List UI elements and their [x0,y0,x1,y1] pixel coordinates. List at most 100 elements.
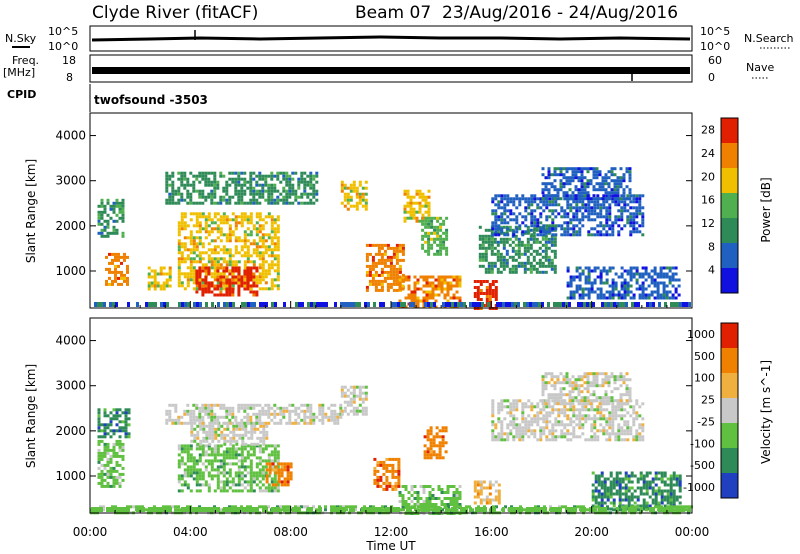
heatmap-cell-3 [243,218,247,222]
heatmap-cell-13 [632,194,636,198]
heatmap-cell-11 [590,423,594,427]
heatmap-cell-5 [270,189,274,193]
heatmap-cell-13 [551,221,555,225]
ground-scatter-cell [199,302,202,307]
heatmap-cell-4 [231,293,235,297]
heatmap-cell-1 [121,198,125,202]
heatmap-cell-11 [497,411,501,415]
heatmap-cell-2 [192,468,196,472]
heatmap-cell-11 [521,429,525,433]
heatmap-cell-8 [458,278,462,282]
heatmap-cell-10 [415,201,419,205]
heatmap-cell-1 [97,451,101,455]
heatmap-cell-2 [228,486,232,490]
heatmap-cell-13 [593,218,597,222]
heatmap-cell-13 [539,212,543,216]
heatmap-cell-5 [291,201,295,205]
heatmap-cell-5 [297,415,301,419]
heatmap-cell-3 [213,269,217,273]
heatmap-cell-12 [484,255,488,259]
heatmap-cell-2 [162,284,166,288]
heatmap-cell-2 [210,453,214,457]
heatmap-cell-13 [491,233,495,237]
heatmap-cell-13 [620,206,624,210]
heatmap-cell-11 [533,435,537,439]
ground-scatter-cell [424,302,427,307]
heatmap-cell-5 [273,174,277,178]
heatmap-cell-1 [103,484,107,488]
heatmap-cell-1 [112,201,116,205]
ground-scatter-cell [136,302,139,307]
heatmap-cell-3 [276,227,280,231]
heatmap-cell-2 [273,480,277,484]
heatmap-cell-13 [545,203,549,207]
heatmap-cell-12 [547,399,551,403]
heatmap-cell-0 [111,252,114,256]
heatmap-cell-11 [611,426,615,430]
heatmap-cell-11 [608,438,612,442]
heatmap-cell-14 [613,194,617,198]
heatmap-cell-11 [479,283,483,286]
heatmap-cell-4 [210,290,214,294]
heatmap-cell-3 [240,221,244,225]
heatmap-cell-13 [617,224,621,228]
heatmap-cell-9 [436,231,440,235]
heatmap-cell-11 [572,429,576,433]
heatmap-cell-4 [231,290,235,294]
heatmap-cell-11 [521,432,525,436]
heatmap-cell-5 [309,409,313,413]
heatmap-cell-10 [427,207,431,211]
heatmap-cell-13 [539,215,543,219]
heatmap-cell-14 [586,197,590,201]
heatmap-cell-3 [262,436,266,440]
heatmap-cell-5 [213,201,217,205]
colorbar-tick-label: 16 [701,194,715,207]
heatmap-cell-2 [261,483,265,487]
heatmap-cell-15 [641,293,645,297]
heatmap-cell-3 [192,212,196,216]
heatmap-cell-10 [403,189,407,193]
heatmap-cell-14 [613,191,617,195]
heatmap-cell-13 [491,212,495,216]
heatmap-cell-2 [249,462,253,466]
heatmap-cell-5 [180,195,184,199]
heatmap-cell-8 [410,485,414,488]
heatmap-cell-11 [515,399,519,403]
heatmap-cell-7 [397,475,401,479]
heatmap-cell-7 [385,463,389,467]
heatmap-cell-13 [527,206,531,210]
heatmap-cell-14 [550,182,554,186]
heatmap-cell-2 [201,450,205,454]
heatmap-cell-5 [285,180,289,184]
heatmap-cell-13 [599,209,603,213]
heatmap-cell-9 [427,237,431,241]
heatmap-cell-5 [204,177,208,181]
heatmap-cell-10 [473,489,477,493]
heatmap-cell-5 [231,409,235,413]
heatmap-cell-14 [556,191,560,195]
heatmap-cell-14 [613,188,617,192]
heatmap-cell-3 [276,266,280,270]
heatmap-cell-15 [590,269,594,273]
heatmap-cell-3 [255,215,259,219]
heatmap-cell-7 [389,264,393,268]
heatmap-cell-5 [246,415,250,419]
heatmap-cell-5 [318,406,322,410]
heatmap-cell-3 [264,245,268,249]
heatmap-cell-5 [186,177,190,181]
heatmap-cell-2 [225,483,229,487]
heatmap-cell-0 [106,426,110,430]
heatmap-cell-8 [422,296,426,300]
heatmap-cell-13 [530,197,534,201]
heatmap-cell-12 [490,270,494,274]
colorbar-swatch [721,268,738,293]
heatmap-cell-3 [192,281,196,285]
heatmap-cell-15 [665,293,669,297]
heatmap-cell-11 [614,435,618,439]
heatmap-cell-14 [553,197,557,201]
heatmap-cell-2 [237,459,241,463]
heatmap-cell-3 [177,266,181,270]
heatmap-cell-13 [575,233,579,237]
heatmap-cell-5 [240,183,244,187]
heatmap-cell-12 [619,384,623,388]
